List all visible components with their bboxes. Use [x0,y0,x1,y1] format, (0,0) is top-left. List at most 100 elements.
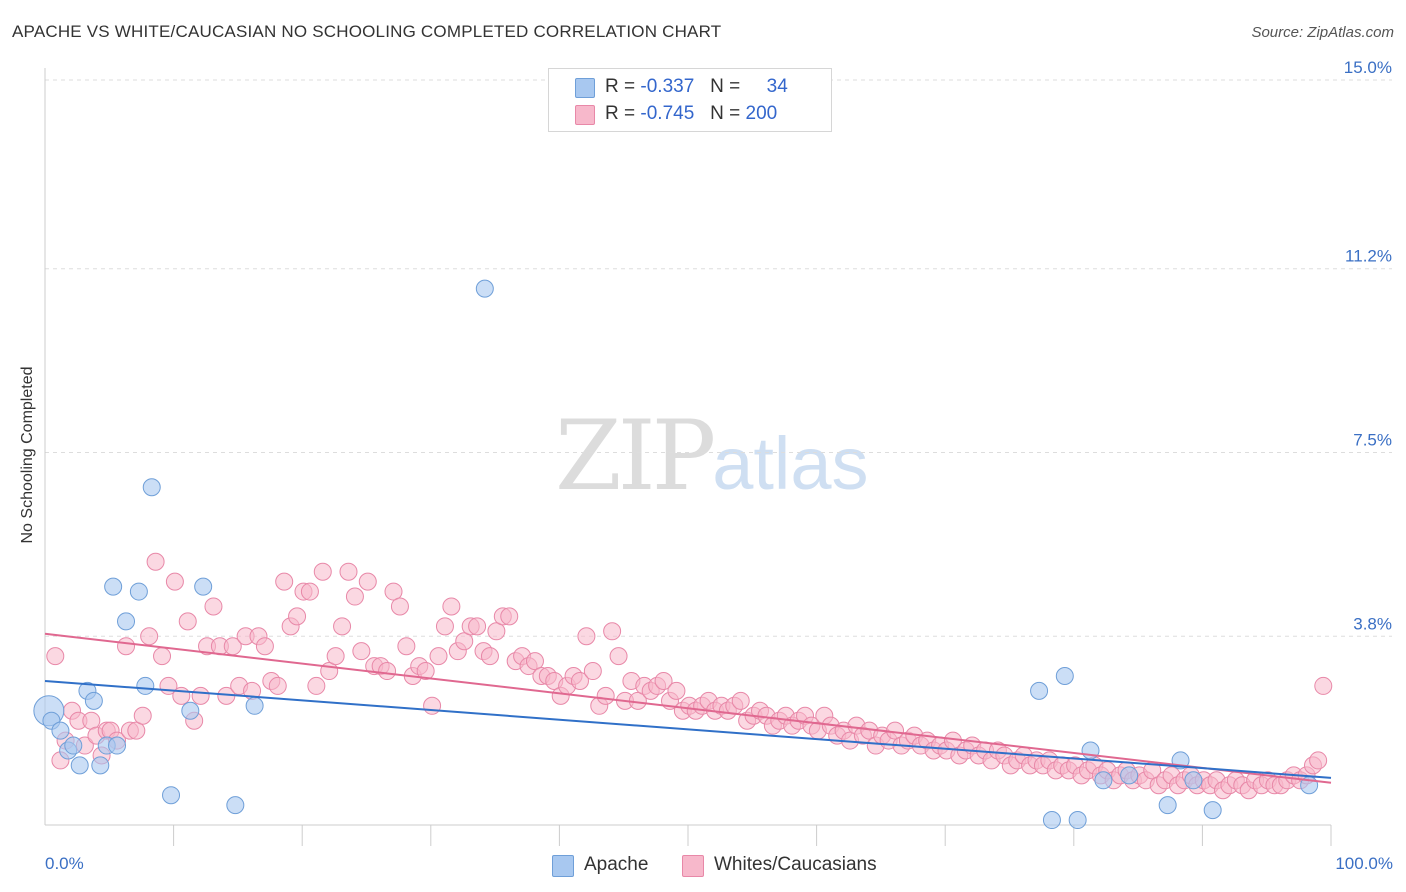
apache-point [475,279,494,298]
white-point [313,562,332,581]
apache-point [1203,801,1222,820]
legend-swatch-apache [575,78,595,98]
white-point [1314,676,1333,695]
apache-point [117,612,136,631]
apache-point [1120,766,1139,785]
apache-point [1158,796,1177,815]
white-point [468,617,487,636]
white-point [384,582,403,601]
white-point [500,607,519,626]
white-point [153,647,172,666]
legend-stats-apache: R = -0.337 N = 34 [605,74,788,100]
apache-point [194,577,213,596]
white-point [480,647,499,666]
y-tick-label: 11.2% [1345,247,1392,266]
apache-point [1055,667,1074,685]
y-tick-label: 7.5% [1353,431,1392,450]
white-point [339,562,358,581]
x-tick-label-max: 100.0% [1335,854,1393,873]
white-point [191,686,210,705]
white-point [455,632,474,651]
apache-point [108,736,127,755]
white-point [667,681,686,700]
white-point [731,691,750,710]
r-label: R = [605,103,636,124]
r-value-white: -0.745 [640,103,695,124]
n-label: N = [710,76,741,97]
white-point [117,637,136,656]
trend-layer [44,632,1332,784]
white-point [358,572,377,591]
tick-label-layer: 3.8% 7.5% 11.2% 15.0% 0.0% 100.0% [45,58,1393,873]
apache-trend-line [44,679,1332,779]
white-point [435,617,454,636]
apache-points-layer [33,279,1319,830]
apache-point [51,721,70,740]
white-point [255,637,274,656]
y-tick-label: 15.0% [1344,58,1392,77]
white-point [146,552,165,571]
legend-swatch-white [575,105,595,125]
white-point [423,696,442,715]
apache-point [226,796,245,815]
apache-point [64,736,83,755]
white-point [127,721,146,740]
white-point [487,622,506,641]
white-point [178,612,197,631]
white-point [416,662,435,681]
r-label: R = [605,76,636,97]
white-point [609,647,628,666]
apache-point [91,756,110,775]
source-credit: Source: ZipAtlas.com [1251,24,1394,41]
white-point [397,637,416,656]
legend-label-apache: Apache [584,854,649,875]
white-point [596,686,615,705]
white-point [352,642,371,661]
white-point [268,676,287,695]
white-point [654,671,673,690]
series-legend: Apache Whites/Caucasians [0,852,1406,878]
apache-point [1094,771,1113,790]
apache-point [1042,811,1061,830]
legend-swatch-white [682,855,704,877]
n-value-white: 200 [745,103,778,124]
white-point [46,647,65,666]
white-point [525,652,544,671]
white-point [583,662,602,681]
white-point [345,587,364,606]
n-label: N = [710,103,741,124]
apache-point [1068,811,1087,830]
apache-point [162,786,181,805]
white-point [603,622,622,641]
legend-label-white: Whites/Caucasians [714,854,877,875]
white-point [140,627,159,646]
white-point [333,617,352,636]
grid-layer [45,79,1392,637]
white-trend-line [44,632,1332,784]
white-point [326,647,345,666]
r-value-apache: -0.337 [640,76,695,97]
apache-point [142,478,161,497]
white-point [300,582,319,601]
apache-point [129,582,148,601]
white-point [133,706,152,725]
n-value-apache: 34 [766,76,788,97]
white-point [570,671,589,690]
white-point [288,607,307,626]
apache-point [70,756,89,775]
apache-point [84,691,103,710]
white-point [1309,751,1328,770]
white-point [429,647,448,666]
white-point [275,572,294,591]
apache-point [1184,771,1203,790]
white-point [204,597,223,616]
legend-stats-white: R = -0.745 N = 200 [605,101,777,127]
white-point [577,627,596,646]
white-point [390,597,409,616]
white-points-layer [46,552,1333,800]
apache-point [181,701,200,720]
apache-point [104,577,123,596]
apache-point [1030,681,1049,700]
white-point [378,662,397,681]
